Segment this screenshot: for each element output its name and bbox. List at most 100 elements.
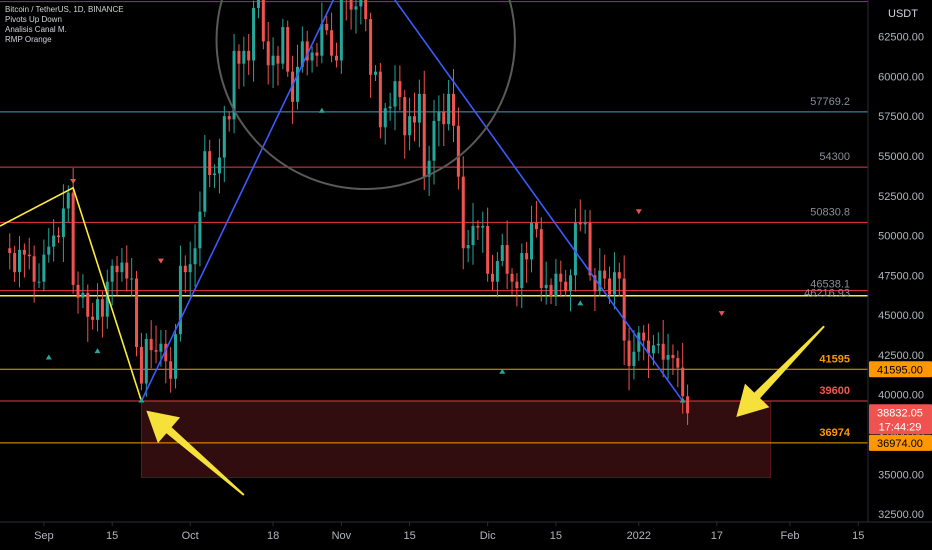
candle-body [373, 71, 377, 75]
candle-body [442, 111, 446, 125]
candle-body [174, 334, 178, 379]
candle-body [149, 338, 153, 351]
candle-body [193, 248, 197, 265]
candle-body [432, 120, 436, 161]
time-tick-label: 2022 [627, 530, 651, 542]
price-tick-label: 55000.00 [878, 151, 924, 163]
price-tag-label: 38832.05 [877, 407, 923, 419]
price-tick-label: 45000.00 [878, 310, 924, 322]
candle-body [686, 396, 690, 414]
candle-body [110, 265, 114, 282]
candle-body [178, 265, 182, 335]
candle-body [159, 343, 163, 352]
candle-body [256, 0, 260, 8]
chart-legend: Bitcoin / TetherUS, 1D, BINANCE Pivots U… [5, 5, 124, 45]
candle-body [491, 273, 495, 282]
legend-indicator-pivots[interactable]: Pivots Up Down [5, 15, 62, 24]
candle-body [52, 235, 56, 247]
pivot-low-marker [679, 397, 686, 403]
candle-body [378, 71, 382, 128]
pivot-high-marker [635, 209, 642, 215]
candle-body [237, 50, 241, 64]
candle-body [242, 50, 246, 64]
candle-body [222, 116, 226, 158]
candle-body [647, 340, 651, 354]
legend-indicator-rmp[interactable]: RMP Orange [5, 35, 52, 44]
time-tick-label: Feb [780, 530, 799, 542]
price-tick-label: 52500.00 [878, 191, 924, 203]
candle-body [57, 235, 61, 238]
candle-body [554, 273, 558, 297]
time-axis[interactable]: Sep 15 Oct 18 Nov 15 Dic 15 2022 17 Feb 15 [34, 522, 864, 542]
annotation-arrow [146, 410, 245, 496]
candle-body [339, 0, 343, 61]
pivot-high-marker [157, 258, 164, 264]
legend-symbol[interactable]: Bitcoin / TetherUS, 1D, BINANCE [5, 5, 124, 14]
candle-body [27, 254, 31, 257]
candle-body [412, 116, 417, 123]
candle-body [583, 222, 587, 225]
candle-body [637, 332, 641, 352]
candle-body [125, 262, 129, 279]
candle-body [139, 346, 143, 384]
candle-body [32, 256, 36, 282]
candle-body [247, 50, 251, 61]
candle-body [17, 249, 22, 273]
time-tick-label: 17 [711, 530, 723, 542]
candle-body [76, 284, 80, 298]
candle-body [549, 284, 553, 297]
candle-body [66, 192, 70, 209]
trend-lines-layer [0, 0, 684, 402]
trend-line [0, 186, 143, 402]
pivot-low-marker [138, 397, 145, 403]
candle-body [91, 316, 95, 320]
candle-body [500, 245, 504, 261]
candle-body [520, 253, 524, 289]
candle-body [569, 275, 573, 292]
candle-body [486, 225, 490, 274]
price-tag [869, 361, 932, 378]
candle-body [208, 151, 212, 176]
candle-body [154, 350, 158, 352]
pivots-layer [45, 107, 725, 403]
candle-body [144, 338, 148, 384]
candle-body [81, 292, 85, 298]
candle-body [598, 270, 602, 292]
candle-body [608, 278, 612, 295]
candle-body [564, 281, 568, 292]
candle-body [451, 93, 456, 126]
candle-body [334, 55, 338, 61]
horizontal-levels-layer: 65472.857769.25430050830.846538.146216.9… [0, 1, 868, 444]
candle-body [510, 273, 514, 282]
price-tick-label: 60000.00 [878, 71, 924, 83]
candles-layer [8, 0, 690, 425]
candle-body [525, 253, 529, 260]
candle-body [96, 299, 100, 320]
candle-body [47, 246, 51, 255]
candle-body [281, 27, 285, 64]
candle-body [632, 351, 636, 367]
candle-body [471, 225, 475, 246]
candle-body [481, 225, 485, 228]
candle-body [651, 345, 655, 354]
time-tick-label: 18 [267, 530, 279, 542]
level-label: 41595 [819, 353, 850, 365]
candle-body [183, 265, 187, 273]
legend-indicator-canal[interactable]: Analisis Canal M. [5, 25, 67, 34]
pivot-low-marker [499, 368, 506, 374]
candle-body [364, 0, 368, 20]
candle-body [588, 222, 592, 276]
candle-body [534, 222, 538, 230]
candle-body [232, 50, 236, 120]
candle-body [593, 275, 597, 292]
candle-body [447, 93, 451, 125]
price-tick-label: 47500.00 [878, 270, 924, 282]
price-tick-label: 35000.00 [878, 469, 924, 481]
pivot-low-marker [318, 107, 325, 113]
price-tag-label: 36974.00 [877, 438, 923, 450]
candle-body [295, 66, 299, 102]
candle-body [403, 97, 407, 136]
price-tag [869, 404, 932, 435]
candle-body [417, 93, 421, 123]
